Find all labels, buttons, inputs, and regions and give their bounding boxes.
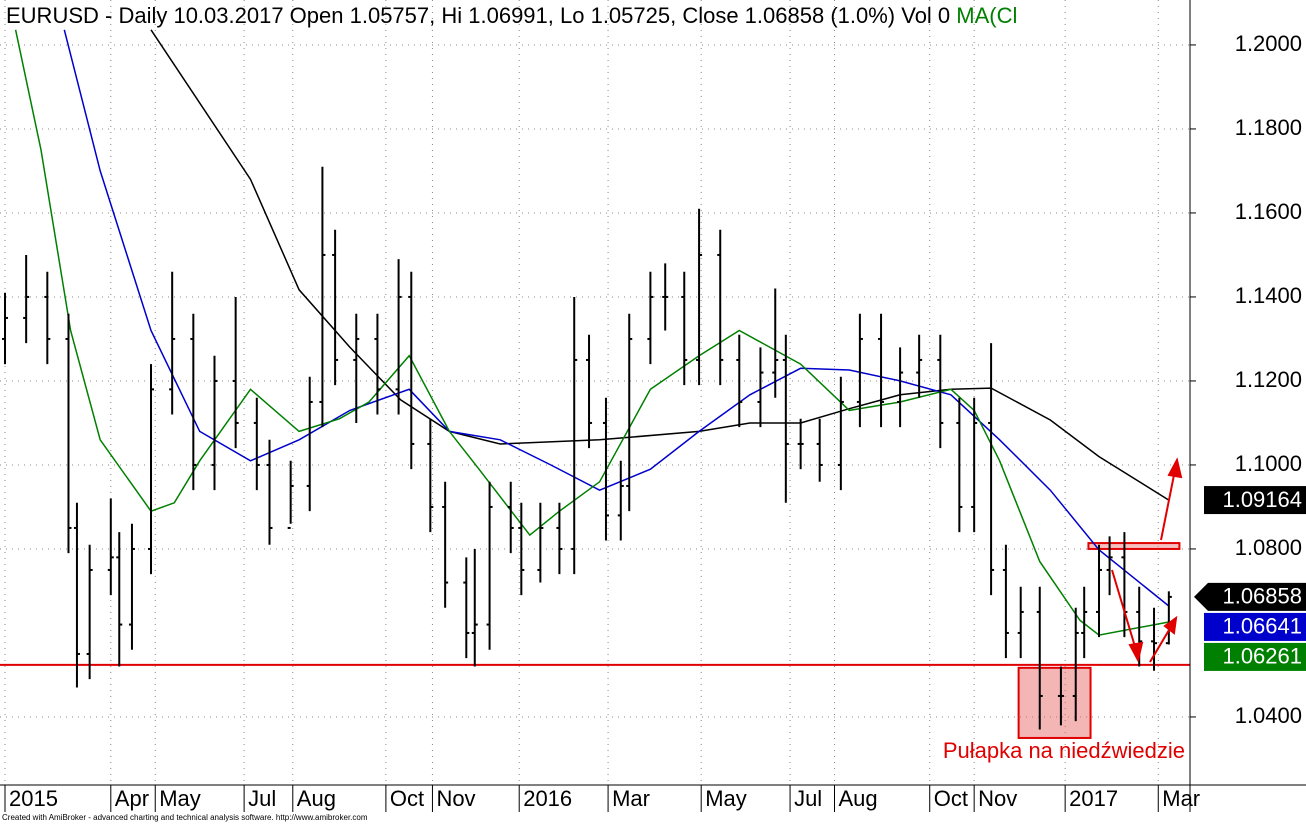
arrow (1160, 469, 1176, 541)
y-tick-label: 1.1800 (1235, 115, 1302, 140)
x-tick-label: Jul (794, 786, 822, 811)
arrow-head (1128, 641, 1144, 663)
zone (1017, 666, 1092, 739)
zone (1087, 542, 1181, 550)
title-text: EURUSD - Daily 10.03.2017 Open 1.05757, … (6, 3, 950, 28)
arrow-head (1167, 457, 1183, 479)
y-tick-label: 1.1200 (1235, 367, 1302, 392)
value-box (1194, 582, 1306, 611)
arrow-head (1163, 615, 1178, 635)
value-box-label: 1.06858 (1222, 584, 1302, 609)
ma-line (150, 29, 1170, 501)
ma-line (63, 29, 1170, 607)
x-tick-label: Jul (248, 786, 276, 811)
title-indicator: MA(Cl (956, 3, 1017, 28)
x-tick-label: Aug (297, 786, 336, 811)
plot-area (0, 0, 1190, 785)
x-tick-label: Mar (1162, 786, 1200, 811)
x-tick-label: May (705, 786, 747, 811)
x-tick-label: 2017 (1069, 786, 1118, 811)
x-tick-label: Apr (115, 786, 149, 811)
arrow (1111, 569, 1137, 651)
y-tick-label: 1.2000 (1235, 31, 1302, 56)
y-tick-label: 1.1400 (1235, 283, 1302, 308)
chart-title: EURUSD - Daily 10.03.2017 Open 1.05757, … (6, 3, 1017, 28)
x-tick-label: Nov (978, 786, 1017, 811)
x-tick-label: Oct (934, 786, 968, 811)
value-box (1204, 612, 1306, 641)
x-tick-label: May (159, 786, 201, 811)
y-tick-label: 1.0400 (1235, 703, 1302, 728)
x-tick-label: Aug (839, 786, 878, 811)
y-tick-label: 1.1000 (1235, 451, 1302, 476)
y-tick-label: 1.0800 (1235, 535, 1302, 560)
x-tick-label: 2015 (9, 786, 58, 811)
arrow (1149, 624, 1173, 663)
footer: Created with AmiBroker - advanced charti… (2, 813, 368, 822)
value-box-label: 1.06261 (1222, 644, 1302, 669)
x-tick-label: 2016 (523, 786, 572, 811)
title-group: EURUSD - Daily 10.03.2017 Open 1.05757, … (6, 3, 1017, 28)
x-tick-label: Oct (390, 786, 424, 811)
value-box (1204, 642, 1306, 671)
ma-line (14, 29, 1169, 636)
value-box (1204, 486, 1306, 515)
value-box-label: 1.09164 (1222, 487, 1302, 512)
arrows (1111, 457, 1183, 663)
y-tick-label: 1.1600 (1235, 199, 1302, 224)
value-box-label: 1.06641 (1222, 614, 1302, 639)
x-tick-label: Nov (436, 786, 475, 811)
x-tick-label: Mar (612, 786, 650, 811)
annotation-text: Pułapka na niedźwiedzie (943, 738, 1185, 763)
